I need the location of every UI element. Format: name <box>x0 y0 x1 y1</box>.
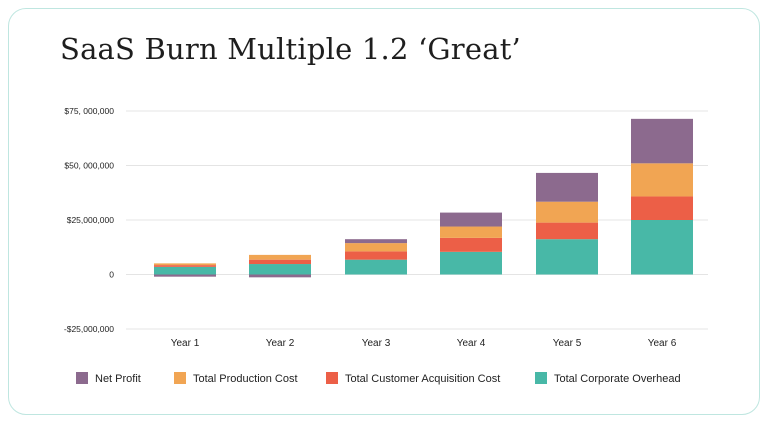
y-tick-label: $25,000,000 <box>67 215 115 225</box>
gridlines <box>126 110 708 330</box>
legend-swatch-net_profit <box>76 372 88 384</box>
x-category-label: Year 6 <box>648 338 677 349</box>
bar-production-6 <box>631 163 693 197</box>
x-category-label: Year 1 <box>171 338 200 349</box>
bar-acquisition-2 <box>249 259 311 265</box>
x-category-label: Year 2 <box>266 338 295 349</box>
bar-production-5 <box>536 201 598 223</box>
y-tick-label: -$25,000,000 <box>64 324 114 334</box>
legend: Net Profit Total Production Cost Total Cus… <box>76 372 681 385</box>
chart-title: SaaS Burn Multiple 1.2 ‘Great’ <box>60 32 521 66</box>
bar-overhead-5 <box>536 239 598 275</box>
legend-label: Total Corporate Overhead <box>554 373 681 385</box>
bar-net_profit-1 <box>154 274 216 277</box>
bar-net_profit-3 <box>345 239 407 244</box>
y-tick-label: $50, 000,000 <box>64 161 114 171</box>
x-category-label: Year 5 <box>553 338 582 349</box>
bar-overhead-6 <box>631 220 693 275</box>
bar-acquisition-5 <box>536 222 598 240</box>
bar-production-1 <box>154 263 216 266</box>
x-category-label: Year 4 <box>457 338 486 349</box>
bar-acquisition-3 <box>345 251 407 260</box>
bars <box>154 118 693 278</box>
bar-production-4 <box>440 226 502 238</box>
legend-swatch-production <box>174 372 186 384</box>
bar-overhead-2 <box>249 264 311 275</box>
bar-acquisition-6 <box>631 196 693 220</box>
bar-net_profit-5 <box>536 172 598 202</box>
bar-net_profit-6 <box>631 118 693 164</box>
bar-overhead-3 <box>345 259 407 275</box>
bar-production-3 <box>345 243 407 252</box>
bar-acquisition-4 <box>440 237 502 252</box>
bar-net_profit-4 <box>440 212 502 227</box>
x-category-label: Year 3 <box>362 338 391 349</box>
legend-label: Net Profit <box>95 373 141 385</box>
bar-overhead-4 <box>440 251 502 275</box>
bar-net_profit-2 <box>249 274 311 278</box>
bar-overhead-1 <box>154 266 216 275</box>
legend-swatch-overhead <box>535 372 547 384</box>
legend-label: Total Customer Acquisition Cost <box>345 373 500 385</box>
bar-production-2 <box>249 254 311 260</box>
x-axis-categories: Year 1 Year 2 Year 3 Year 4 Year 5 Year 6 <box>171 338 677 349</box>
legend-swatch-acquisition <box>326 372 338 384</box>
y-tick-label: $75, 000,000 <box>64 106 114 116</box>
bar-acquisition-1 <box>154 265 216 267</box>
y-axis-ticks: -$25,000,000 0 $25,000,000 $50, 000,000 $75,… <box>64 106 114 334</box>
y-tick-label: 0 <box>109 270 114 280</box>
legend-label: Total Production Cost <box>193 373 298 385</box>
